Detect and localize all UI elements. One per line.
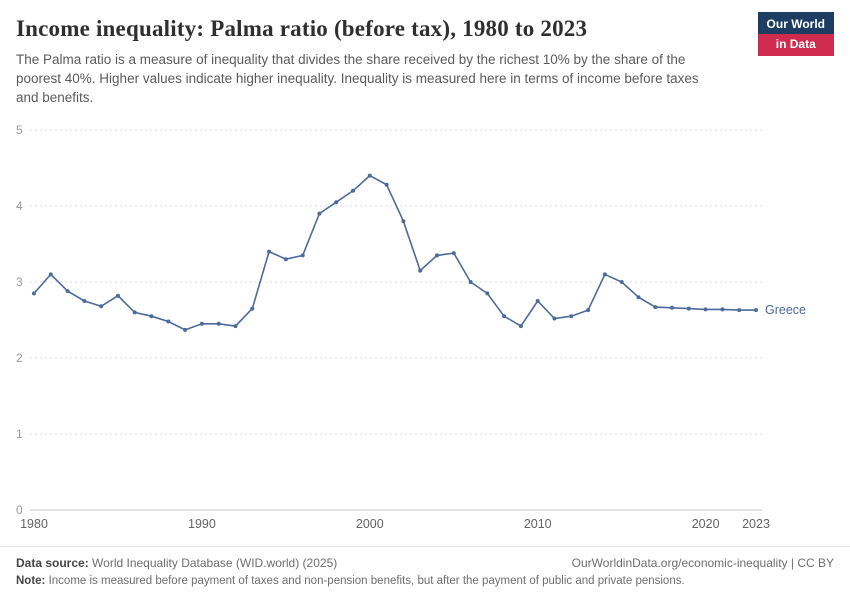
data-point[interactable] (300, 253, 305, 258)
data-point[interactable] (116, 293, 120, 298)
owid-logo-line2: in Data (757, 34, 834, 56)
note-label: Note: (16, 575, 46, 587)
data-point[interactable] (384, 182, 389, 187)
x-axis-tick-label: 2000 (356, 517, 384, 531)
data-point[interactable] (535, 298, 540, 303)
data-point[interactable] (99, 303, 104, 308)
y-axis-tick-label: 4 (16, 199, 23, 213)
chart-area[interactable]: 0 1 2 3 4 5 1980 1990 2000 2010 2020 2023 Greece (16, 120, 834, 543)
datasource-label: Data source: (16, 556, 89, 570)
data-point[interactable] (367, 173, 372, 178)
data-point[interactable] (418, 268, 423, 273)
data-point[interactable] (401, 218, 406, 223)
data-point[interactable] (82, 298, 87, 303)
data-point[interactable] (619, 279, 624, 284)
data-point[interactable] (250, 306, 255, 311)
data-point[interactable] (216, 321, 221, 326)
x-axis-tick-label: 2023 (742, 517, 770, 531)
y-axis-tick-label: 1 (16, 427, 23, 441)
data-point[interactable] (670, 305, 674, 310)
data-point[interactable] (586, 307, 591, 312)
series-line-greece[interactable] (33, 174, 756, 331)
data-point[interactable] (267, 249, 272, 254)
x-axis-tick-label: 2020 (692, 517, 720, 531)
page-title: Income inequality: Palma ratio (before t… (16, 16, 588, 41)
data-point[interactable] (132, 310, 137, 315)
owid-url[interactable]: OurWorldinData.org/economic-inequality |… (571, 556, 834, 570)
data-point[interactable] (149, 313, 154, 318)
data-point[interactable] (502, 313, 507, 318)
data-point[interactable] (686, 306, 691, 311)
data-point[interactable] (183, 327, 188, 332)
data-point[interactable] (703, 307, 708, 312)
owid-logo[interactable]: Our World in Data (757, 12, 834, 56)
data-point[interactable] (737, 307, 742, 312)
data-point[interactable] (518, 323, 523, 328)
data-point[interactable] (199, 321, 204, 326)
data-point[interactable] (552, 316, 557, 321)
line-chart-svg[interactable]: 0 1 2 3 4 5 1980 1990 2000 2010 2020 2023 Greece (16, 120, 834, 538)
data-point[interactable] (334, 199, 339, 204)
data-point[interactable] (65, 288, 70, 293)
data-point[interactable] (468, 279, 473, 284)
data-point[interactable] (485, 291, 490, 296)
y-axis-tick-label: 2 (16, 351, 23, 365)
data-point[interactable] (653, 304, 658, 309)
data-point[interactable] (351, 188, 355, 193)
datasource-line: Data source: World Inequality Database (… (16, 556, 337, 570)
x-axis-tick-label: 2010 (524, 517, 552, 531)
y-axis-tick-label: 3 (16, 275, 23, 289)
data-point[interactable] (166, 319, 171, 324)
data-point[interactable] (283, 256, 288, 261)
y-axis-tick-label: 0 (16, 503, 23, 517)
data-point[interactable] (569, 313, 574, 318)
data-point[interactable] (48, 272, 53, 277)
data-point[interactable] (32, 291, 36, 296)
series-label-greece[interactable]: Greece (765, 303, 806, 317)
note-line: Note: Income is measured before payment … (16, 575, 834, 587)
x-axis-tick-label: 1990 (188, 517, 216, 531)
data-point[interactable] (720, 307, 725, 312)
note-value: Income is measured before payment of tax… (45, 575, 685, 587)
datasource-value: World Inequality Database (WID.world) (2… (88, 556, 338, 570)
data-point[interactable] (233, 323, 238, 328)
x-axis-tick-label: 1980 (20, 517, 48, 531)
data-point[interactable] (435, 253, 439, 258)
data-point[interactable] (451, 250, 456, 255)
data-point[interactable] (317, 211, 322, 216)
data-point[interactable] (602, 272, 607, 277)
chart-subtitle: The Palma ratio is a measure of inequali… (16, 52, 699, 105)
owid-logo-line1: Our World (757, 12, 834, 34)
data-point[interactable] (636, 294, 641, 299)
y-axis-tick-label: 5 (16, 123, 23, 137)
data-point[interactable] (754, 307, 758, 312)
footer: Data source: World Inequality Database (… (0, 546, 850, 600)
